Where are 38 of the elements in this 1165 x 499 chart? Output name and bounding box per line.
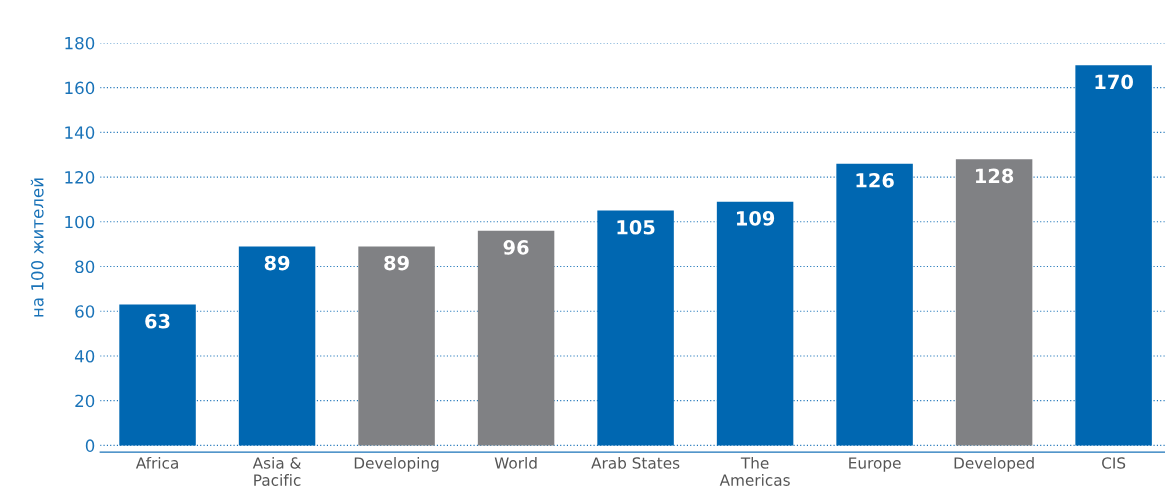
x-tick-label: Arab States (591, 456, 680, 469)
bar (238, 246, 316, 446)
data-label: 128 (976, 168, 1014, 184)
data-label: 63 (145, 313, 170, 329)
data-label: 109 (736, 210, 775, 226)
bar (358, 246, 435, 446)
y-tick-label: 80 (75, 260, 95, 274)
x-tick-label: Asia & Pacific (252, 456, 301, 486)
bar (716, 201, 794, 446)
data-label: 89 (264, 255, 290, 271)
x-tick-label: Europe (849, 457, 901, 472)
bar (597, 210, 674, 446)
y-tick-label: 60 (75, 305, 95, 318)
data-label: 105 (617, 219, 655, 235)
bar (836, 163, 913, 446)
x-tick-label: Developed (954, 456, 1034, 472)
data-label: 126 (856, 172, 894, 188)
x-tick-label: CIS (1102, 457, 1126, 469)
x-tick-label: Developing (354, 456, 439, 472)
y-tick-label: 20 (75, 394, 95, 408)
y-tick-label: 0 (85, 439, 95, 452)
bar (1075, 65, 1152, 446)
x-tick-label: Africa (135, 456, 178, 469)
data-label: 96 (503, 240, 529, 255)
y-tick-label: 100 (65, 215, 95, 229)
bar (119, 304, 196, 446)
data-label: 89 (384, 255, 409, 271)
y-tick-label: 40 (74, 349, 95, 363)
x-tick-label: World (494, 456, 537, 469)
bar (477, 230, 555, 446)
data-label: 170 (1095, 74, 1133, 90)
y-tick-label: 180 (65, 36, 95, 50)
y-tick-label: 120 (65, 171, 95, 184)
y-tick-label: 160 (65, 81, 95, 95)
y-axis-title: на 100 жителей (30, 178, 44, 317)
bar (955, 159, 1033, 446)
x-tick-label: The Americas (719, 456, 790, 486)
y-tick-label: 140 (65, 126, 95, 139)
